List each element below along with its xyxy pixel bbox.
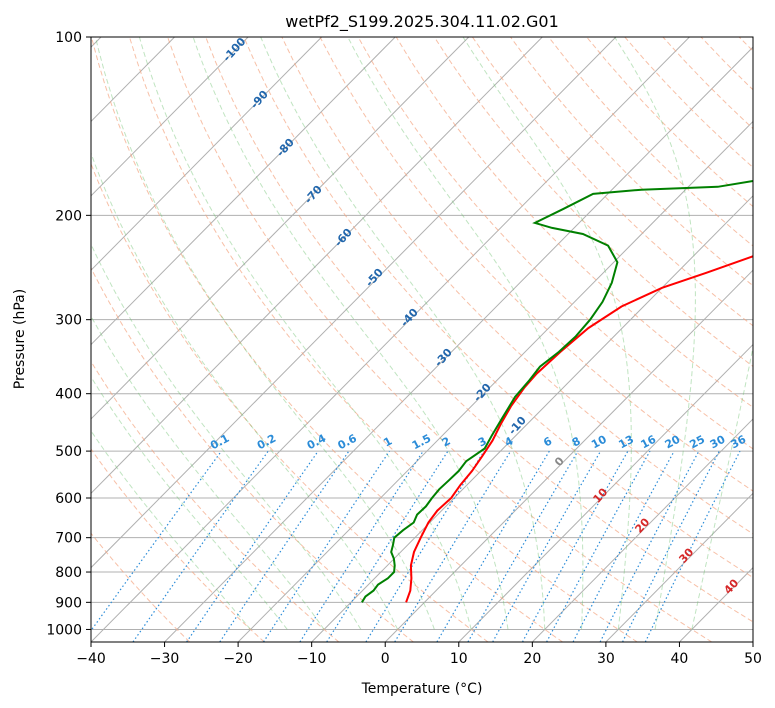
dry-adiabat-line	[167, 37, 713, 642]
moist-adiabat-line	[91, 243, 362, 630]
data-series	[361, 179, 753, 603]
mixing-ratio-line	[219, 450, 350, 642]
x-axis-label: Temperature (°C)	[361, 681, 483, 697]
moist-adiabat-line	[91, 151, 399, 630]
mixing-ratio-line	[521, 450, 629, 642]
y-tick-label: 500	[55, 444, 82, 460]
mixing-ratio-label: 13	[616, 433, 636, 452]
isotherm-line	[458, 343, 753, 642]
mixing-ratio-label: 36	[729, 433, 749, 452]
moist-adiabat-line	[260, 37, 546, 630]
x-tick-label: 30	[597, 651, 615, 667]
mixing-ratio-line	[299, 450, 424, 642]
mixing-ratio-line	[394, 450, 512, 642]
y-tick-label: 900	[55, 595, 82, 611]
mixing-ratio-label: 25	[687, 433, 707, 452]
x-tick-label: 50	[744, 651, 762, 667]
background-lines	[91, 37, 753, 642]
isotherm-line	[91, 37, 617, 569]
moist-adiabat-line	[347, 37, 584, 630]
mixing-ratio-label: 16	[639, 433, 659, 452]
dry-adiabat-line	[91, 532, 191, 642]
x-tick-label: 10	[450, 651, 468, 667]
x-tick-label: −10	[297, 651, 327, 667]
dry-adiabat-line	[91, 162, 489, 642]
moist-adiabat-line	[91, 315, 325, 630]
y-tick-label: 100	[55, 30, 82, 46]
isotherm-line	[164, 46, 753, 642]
mixing-ratio-line	[132, 450, 269, 642]
mixing-ratio-line	[622, 450, 720, 642]
isotherm-line	[91, 37, 323, 271]
mixing-ratio-line	[326, 450, 449, 642]
isotherm-line	[605, 492, 753, 642]
isotherm-line	[91, 37, 396, 346]
moist-adiabat-line	[691, 345, 753, 630]
dewpoint-profile-line	[361, 179, 753, 603]
y-tick-label: 300	[55, 313, 82, 329]
x-tick-label: 20	[523, 651, 541, 667]
mixing-ratio-line	[91, 450, 222, 632]
dry-adiabat-line	[433, 37, 753, 368]
mixing-ratio-line	[186, 450, 319, 642]
dry-adiabat-line	[91, 37, 563, 642]
dry-adiabat-line	[281, 37, 753, 535]
moist-adiabat-line	[138, 37, 472, 630]
isotherm-line	[384, 269, 753, 642]
x-tick-label: 40	[671, 651, 689, 667]
y-tick-label: 600	[55, 491, 82, 507]
dry-adiabat-line	[205, 37, 753, 623]
mixing-ratio-line	[546, 450, 651, 642]
y-tick-label: 700	[55, 531, 82, 547]
dry-adiabat-line	[471, 37, 753, 327]
y-tick-label: 800	[55, 565, 82, 581]
x-tick-label: −20	[223, 651, 253, 667]
mixing-ratio-line	[262, 450, 390, 642]
isotherm-line	[531, 418, 753, 642]
y-axis-label: Pressure (hPa)	[12, 289, 28, 389]
isotherm-line	[91, 37, 690, 642]
x-tick-label: −40	[76, 651, 106, 667]
dry-adiabat-line	[91, 266, 414, 642]
mixing-ratio-label: 10	[589, 433, 609, 452]
moist-adiabat-line	[614, 37, 696, 630]
plot-frame	[90, 36, 754, 643]
x-tick-label: −30	[150, 651, 180, 667]
axis-ticks: −40 −30 −20 −10 0 10 20 30 40 50 100 200 300 400 500 60…	[46, 30, 762, 667]
mixing-ratio-line	[492, 450, 602, 642]
mixing-ratio-label: 20	[663, 433, 683, 452]
temperature-profile-line	[405, 255, 753, 603]
isotherm-line	[91, 37, 249, 197]
moist-adiabat-line	[192, 37, 509, 630]
moist-adiabat-line	[95, 37, 435, 630]
mixing-ratio-line	[365, 450, 485, 642]
isotherm-line	[91, 37, 470, 420]
isotherm-line	[91, 37, 543, 494]
y-tick-label: 200	[55, 208, 82, 224]
isotherm-line	[237, 120, 753, 642]
dry-adiabat-line	[129, 37, 638, 642]
dry-adiabat-line	[357, 37, 753, 450]
mixing-ratio-line	[644, 450, 741, 642]
mixing-ratio-label: 30	[708, 433, 728, 452]
dry-adiabat-line	[91, 360, 340, 642]
x-tick-label: 0	[381, 651, 390, 667]
dry-adiabat-line	[319, 37, 753, 492]
dry-adiabat-line	[91, 448, 265, 642]
y-tick-label: 1000	[46, 622, 82, 638]
moist-adiabat-line	[462, 37, 632, 630]
y-tick-label: 400	[55, 387, 82, 403]
chart-title: wetPf2_S199.2025.304.11.02.G01	[285, 12, 559, 32]
